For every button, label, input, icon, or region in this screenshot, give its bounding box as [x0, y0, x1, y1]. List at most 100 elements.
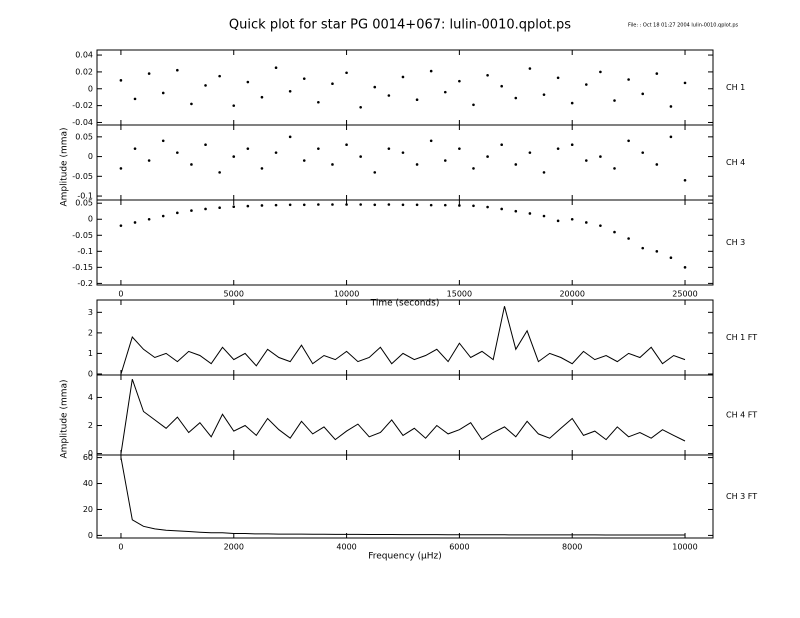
y-tick-label: 0	[88, 84, 93, 93]
data-point	[472, 103, 475, 107]
chart-title: Quick plot for star PG 0014+067: lulin-0…	[229, 18, 571, 33]
data-point	[443, 90, 447, 94]
data-point	[119, 167, 123, 170]
data-point	[190, 163, 193, 166]
data-point	[133, 221, 137, 224]
y-tick-label: -0.15	[72, 263, 93, 272]
data-point	[387, 94, 391, 97]
data-point	[500, 207, 503, 211]
data-point	[133, 97, 137, 101]
panel-label: CH 4	[726, 158, 745, 167]
data-point	[232, 155, 236, 158]
data-point	[655, 72, 659, 75]
y-tick-label: 0.05	[75, 199, 93, 208]
data-point	[387, 147, 391, 150]
y-tick-label: 0.05	[75, 132, 93, 141]
y-tick-label: -0.02	[72, 101, 93, 110]
data-point	[302, 159, 306, 162]
data-point	[570, 217, 574, 221]
y-tick-label: 0.02	[75, 67, 93, 76]
y-tick-label: 2	[88, 421, 93, 430]
data-line	[120, 457, 685, 536]
data-point	[570, 143, 574, 147]
data-point	[415, 203, 419, 207]
data-point	[458, 79, 461, 83]
data-point	[331, 82, 334, 86]
data-point	[345, 203, 348, 206]
data-point	[331, 203, 334, 206]
panel-label: CH 3	[726, 238, 745, 247]
x-tick-label: 10000	[334, 290, 359, 299]
y-tick-label: 2	[88, 328, 93, 337]
panel-label: CH 4 FT	[726, 411, 757, 420]
data-point	[641, 151, 645, 154]
data-point	[218, 171, 221, 174]
x-tick-label: 4000	[336, 543, 356, 552]
file-note: File: : Oct 18 01:27 2004 lulin-0010.qpl…	[628, 23, 739, 29]
data-point	[556, 147, 560, 150]
data-point	[204, 143, 207, 147]
data-point	[288, 89, 292, 93]
data-point	[443, 203, 447, 207]
y-tick-label: -0.05	[72, 172, 93, 181]
data-point	[260, 204, 264, 207]
data-point	[161, 214, 165, 218]
data-point	[528, 212, 532, 215]
data-point	[317, 147, 320, 150]
data-point	[683, 81, 687, 85]
x-tick-label: 5000	[224, 290, 244, 299]
data-point	[176, 211, 179, 215]
data-point	[401, 75, 405, 79]
data-point	[246, 147, 250, 150]
data-point	[359, 203, 362, 206]
data-point	[119, 79, 123, 82]
data-point	[655, 163, 659, 166]
data-point	[317, 100, 320, 104]
panel-label: CH 1 FT	[726, 333, 757, 342]
panel-frame	[96, 454, 714, 539]
data-point	[641, 92, 645, 96]
data-point	[232, 205, 236, 209]
data-point	[585, 159, 588, 162]
data-point	[415, 98, 419, 102]
x-tick-label: 8000	[562, 543, 582, 552]
data-point	[683, 266, 687, 269]
data-point	[373, 171, 377, 174]
data-point	[655, 250, 659, 253]
y-axis-label: Amplitude (mma)	[60, 127, 70, 206]
y-tick-label: 40	[83, 479, 93, 488]
data-point	[613, 230, 616, 234]
data-point	[232, 104, 236, 107]
data-point	[359, 155, 362, 158]
y-tick-label: 0.04	[75, 51, 93, 60]
y-tick-label: 1	[88, 349, 93, 358]
y-tick-label: 0	[88, 449, 93, 458]
x-tick-label: 10000	[672, 543, 697, 552]
data-point	[585, 83, 588, 86]
data-point	[514, 163, 518, 166]
data-point	[147, 159, 151, 162]
data-point	[288, 135, 292, 139]
x-tick-label: 2000	[224, 543, 244, 552]
data-point	[274, 66, 278, 69]
x-axis-label: Frequency (μHz)	[368, 552, 442, 562]
data-point	[345, 71, 348, 75]
y-tick-label: -0.1	[77, 192, 93, 201]
data-point	[429, 139, 433, 143]
data-point	[147, 217, 151, 221]
data-point	[161, 139, 165, 143]
data-point	[176, 151, 179, 154]
data-point	[613, 99, 616, 102]
data-point	[429, 69, 433, 73]
panel-frame	[96, 199, 714, 286]
data-point	[218, 74, 221, 78]
data-line	[120, 306, 686, 375]
data-point	[401, 151, 405, 154]
data-point	[190, 209, 193, 212]
data-point	[373, 203, 377, 207]
data-point	[528, 67, 532, 70]
data-point	[514, 209, 518, 213]
data-point	[401, 203, 405, 207]
data-point	[585, 221, 588, 224]
data-point	[500, 143, 503, 147]
